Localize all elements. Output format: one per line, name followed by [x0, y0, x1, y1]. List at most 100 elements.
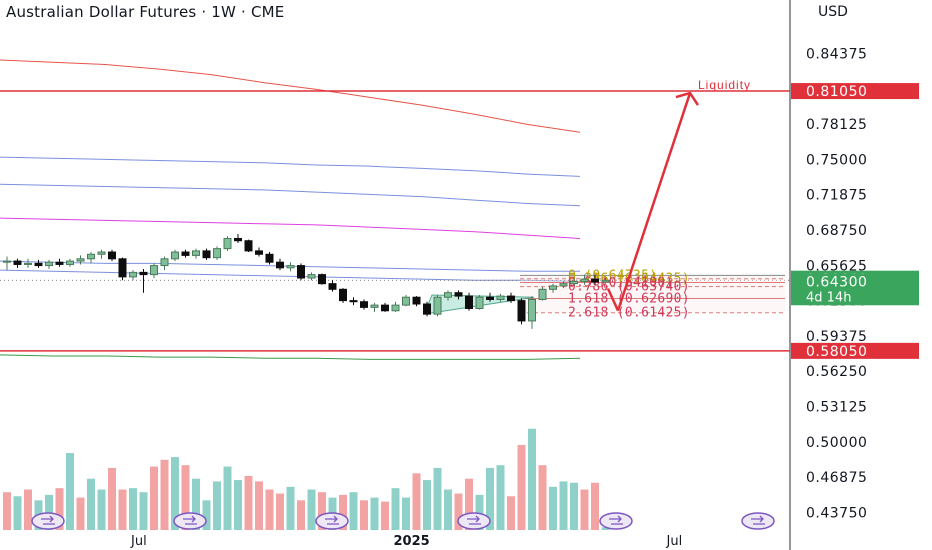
volume-bar	[517, 444, 526, 530]
volume-bar	[97, 489, 106, 530]
candle-body	[423, 303, 431, 315]
volume-bar	[202, 500, 211, 530]
candle-body	[486, 296, 494, 300]
volume-bar	[601, 527, 610, 530]
y-tick-label: 0.46875	[806, 470, 867, 486]
candle-body	[297, 265, 305, 279]
candle-body	[24, 262, 32, 265]
volume-bar	[3, 492, 11, 530]
volume-bar	[496, 465, 505, 530]
volume-bar	[486, 467, 494, 530]
moving-average-line	[0, 59, 581, 133]
candle-body	[549, 285, 557, 290]
volume-bar	[108, 467, 116, 530]
y-tick-label: 0.75000	[806, 152, 867, 168]
event-icon	[315, 512, 349, 530]
event-icon	[599, 512, 633, 530]
candle-body	[318, 274, 326, 285]
candle-body	[129, 271, 137, 278]
candle-body	[465, 295, 473, 310]
y-tick-label: 0.50000	[806, 435, 867, 451]
x-tick-label: Jul	[666, 534, 683, 549]
moving-average-line	[0, 183, 581, 207]
volume-bar	[13, 496, 22, 530]
volume-bar	[339, 494, 347, 530]
moving-average-line	[0, 354, 581, 360]
volume-bar	[433, 467, 442, 530]
event-icon-arrows	[325, 515, 339, 525]
volume-bar	[265, 489, 274, 530]
candle-body	[507, 295, 515, 302]
price-axis-label: 0.58050	[806, 344, 867, 360]
moving-average-line	[0, 269, 581, 282]
volume-bar	[255, 481, 263, 530]
volume-bar	[276, 493, 284, 530]
event-icon	[173, 512, 207, 530]
event-icon-arrows	[751, 515, 765, 525]
candle-body	[213, 248, 221, 259]
candle-body	[381, 304, 389, 312]
candle-body	[139, 271, 148, 276]
candle-body	[454, 292, 463, 297]
volume-bar	[370, 497, 379, 530]
candle-body	[528, 298, 536, 322]
candle-body	[328, 283, 337, 290]
candle-body	[591, 278, 599, 283]
candle-body	[150, 265, 158, 276]
candle-body	[349, 300, 358, 303]
y-tick-label: 0.59375	[806, 329, 867, 345]
volume-bar	[465, 478, 473, 530]
volume-bar	[160, 459, 169, 530]
candle-body	[496, 295, 505, 300]
candle-body	[475, 296, 484, 310]
volume-bar	[444, 489, 452, 530]
event-icon-arrows	[41, 515, 55, 525]
candle-body	[45, 261, 53, 267]
candle-body	[339, 288, 347, 302]
candle-body	[360, 301, 368, 308]
volume-bar	[475, 494, 484, 530]
y-tick-label: 0.84375	[806, 47, 867, 63]
candle-body	[108, 251, 116, 260]
candle-body	[223, 237, 232, 250]
y-tick-label: 0.56250	[806, 364, 867, 380]
volume-bar	[223, 466, 232, 530]
candle-body	[118, 258, 127, 278]
projection-arrow-head	[675, 91, 700, 106]
volume-bar	[318, 492, 326, 530]
volume-bar	[129, 488, 137, 530]
volume-bar	[360, 500, 368, 530]
candle-body	[87, 253, 95, 260]
candle-body	[234, 237, 242, 242]
x-tick-label: 2025	[394, 534, 430, 549]
fib-label: 0 (0.64735)	[568, 268, 657, 283]
volume-bar	[24, 489, 32, 530]
volume-bar	[76, 497, 85, 530]
event-icon	[741, 512, 775, 530]
level-label: Liquidity	[698, 78, 751, 92]
volume-bar	[507, 496, 515, 530]
volume-bar	[391, 488, 400, 530]
candle-body	[13, 260, 22, 265]
y-tick-label: 0.43750	[806, 505, 867, 521]
price-axis-label: 0.81050	[806, 84, 867, 100]
candle-body	[255, 250, 263, 255]
candle-body	[244, 240, 253, 252]
candle-body	[538, 288, 547, 300]
volume-bar	[66, 453, 74, 530]
countdown-label: 4d 14h	[806, 290, 851, 305]
currency-label: USD	[818, 4, 848, 20]
volume-bar	[297, 500, 305, 530]
volume-bar	[139, 492, 148, 530]
candle-body	[265, 253, 274, 263]
volume-bar	[307, 489, 316, 530]
candle-body	[370, 304, 379, 308]
y-tick-label: 0.71875	[806, 188, 867, 204]
volume-bar	[349, 492, 358, 530]
volume-bar	[55, 488, 64, 530]
fib-label: 1.618 (0.62690)	[568, 291, 690, 306]
volume-bar	[538, 465, 547, 530]
candle-body	[55, 261, 64, 265]
event-icon-arrows	[467, 515, 481, 525]
